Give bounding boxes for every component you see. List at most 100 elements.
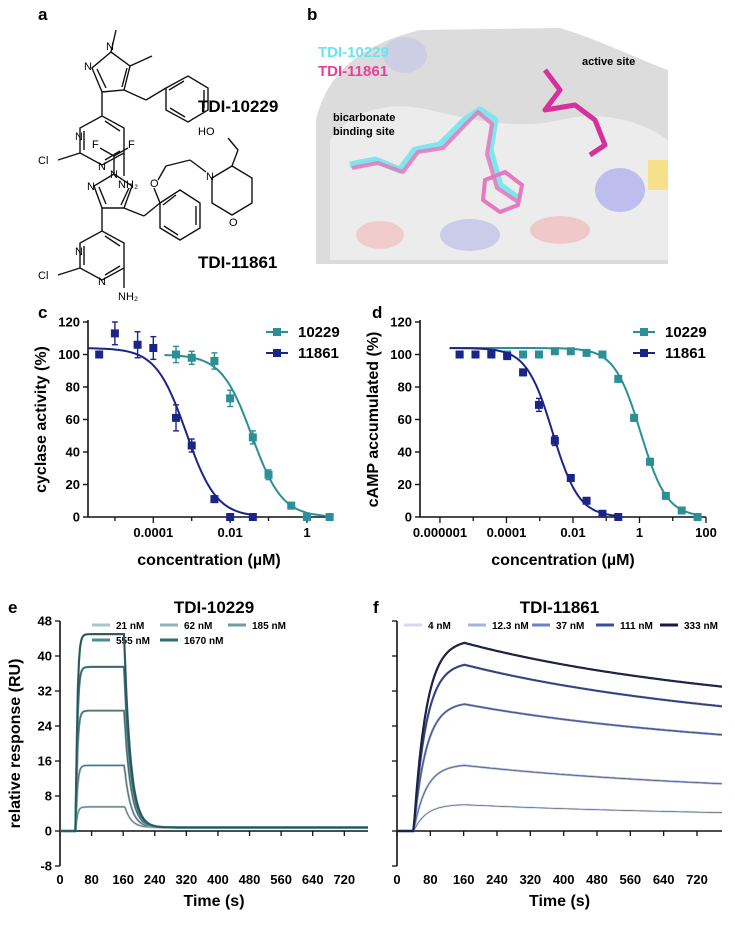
x-tick-label: 720: [686, 872, 708, 887]
y-tick-label: 20: [66, 477, 80, 492]
legend-label: 333 nM: [684, 621, 718, 632]
protein-surface-render: [316, 24, 668, 264]
fit-line-185 nM: [60, 710, 368, 832]
x-tick-label: 0: [393, 872, 400, 887]
atom-label: HO: [198, 126, 215, 138]
legend-marker: [640, 349, 648, 357]
structure-tdi-10229: [57, 29, 209, 176]
chart-title: TDI-11861: [520, 598, 599, 617]
y-axis-title: cAMP accumulated (%): [365, 332, 382, 508]
legend-label: 10229: [298, 324, 340, 341]
x-tick-label: 0.0001: [133, 525, 173, 540]
y-tick-label: 0: [405, 510, 412, 525]
fit-line-333 nM: [397, 642, 723, 832]
panel-b: b TDI-10229 TDI-11861 active site bicarb…: [307, 5, 668, 264]
data-point-10229: [210, 357, 219, 365]
chart-f: f TDI-11861 0 80 160 240 320 400 480 560 640 720 Tim…: [373, 598, 723, 910]
annotation-active-site: active site: [582, 56, 635, 68]
atom-label: NH₂: [118, 291, 138, 303]
annotation-binding-site: binding site: [333, 126, 395, 138]
data-point-11861: [503, 352, 512, 361]
panel-a: a: [38, 5, 278, 303]
data-point-10229: [325, 513, 334, 521]
data-point-11861: [471, 350, 480, 359]
data-point-11861: [566, 474, 575, 482]
data-point-10229: [598, 350, 607, 359]
molecule-name: TDI-11861: [198, 253, 277, 272]
panel-letter: f: [373, 598, 379, 617]
data-point-11861: [248, 513, 257, 521]
data-point-11861: [614, 513, 623, 521]
chart-title: TDI-10229: [174, 598, 254, 617]
data-point-10229: [630, 413, 639, 422]
y-tick-label: 40: [398, 445, 412, 460]
data-point-10229: [264, 470, 273, 479]
legend-label: 1670 nM: [184, 636, 223, 647]
atom-label: N: [75, 246, 83, 258]
data-point-11861: [582, 496, 591, 505]
data-point-10229: [566, 347, 575, 356]
data-point-10229: [287, 501, 296, 510]
data-point-11861: [226, 513, 235, 521]
legend-label: TDI-10229: [318, 44, 389, 61]
legend-marker: [273, 349, 281, 357]
x-tick-label: 240: [144, 872, 166, 887]
data-point-10229: [519, 350, 528, 359]
atom-label: NH₂: [118, 179, 138, 191]
fit-line-1670 nM: [60, 633, 368, 832]
atom-label: O: [229, 217, 238, 229]
sensorgram-1670 nM: [60, 633, 368, 833]
legend-label: 11861: [298, 345, 339, 362]
atom-labels-tdi-11861: Cl NH₂ N N N N F F HO O O N: [38, 126, 238, 303]
legend-marker: [273, 328, 281, 336]
atom-label: N: [106, 41, 114, 53]
data-point-10229: [645, 457, 654, 466]
panel-letter: c: [38, 303, 47, 322]
x-tick-label: 640: [653, 872, 675, 887]
x-tick-label: 1: [636, 525, 643, 540]
x-tick-label: 720: [333, 872, 355, 887]
annotation-bicarbonate: bicarbonate: [333, 112, 395, 124]
y-tick-label: -8: [40, 859, 52, 874]
legend-label: 37 nM: [556, 621, 584, 632]
y-tick-label: 120: [58, 315, 80, 330]
y-tick-label: 0: [45, 824, 52, 839]
x-tick-label: 100: [695, 525, 717, 540]
x-axis-title: concentration (µM): [491, 552, 634, 569]
y-axis-title: relative response (RU): [7, 659, 24, 829]
y-tick-label: 60: [66, 412, 80, 427]
y-tick-label: 16: [38, 754, 52, 769]
x-tick-label: 320: [519, 872, 541, 887]
x-tick-label: 320: [176, 872, 198, 887]
x-tick-label: 160: [453, 872, 475, 887]
x-tick-label: 0.01: [217, 525, 242, 540]
data-point-10229: [582, 348, 591, 357]
data-point-11861: [455, 350, 464, 359]
y-tick-label: 32: [38, 684, 52, 699]
atom-label: N: [87, 181, 95, 193]
atom-label: N: [84, 61, 92, 73]
x-tick-label: 400: [207, 872, 229, 887]
y-tick-label: 80: [66, 380, 80, 395]
data-point-11861: [133, 340, 142, 349]
legend-label: 4 nM: [428, 621, 451, 632]
atom-label: Cl: [38, 270, 48, 282]
y-tick-label: 120: [390, 315, 412, 330]
y-tick-label: 80: [398, 380, 412, 395]
data-point-10229: [677, 506, 686, 515]
data-point-10229: [226, 394, 235, 403]
data-point-11861: [95, 350, 104, 359]
legend-label: 12.3 nM: [492, 621, 529, 632]
data-point-11861: [149, 344, 158, 352]
fit-curve-11861: [87, 347, 253, 516]
panel-letter: e: [8, 598, 17, 617]
legend-label: 21 nM: [116, 621, 144, 632]
data-point-11861: [519, 368, 528, 377]
x-tick-label: 80: [84, 872, 98, 887]
sensorgram-185 nM: [60, 709, 368, 833]
sensorgram-333 nM: [397, 641, 723, 833]
x-axis-title: concentration (µM): [137, 552, 280, 569]
fit-curve-10229: [164, 354, 330, 517]
panel-letter: d: [372, 303, 382, 322]
